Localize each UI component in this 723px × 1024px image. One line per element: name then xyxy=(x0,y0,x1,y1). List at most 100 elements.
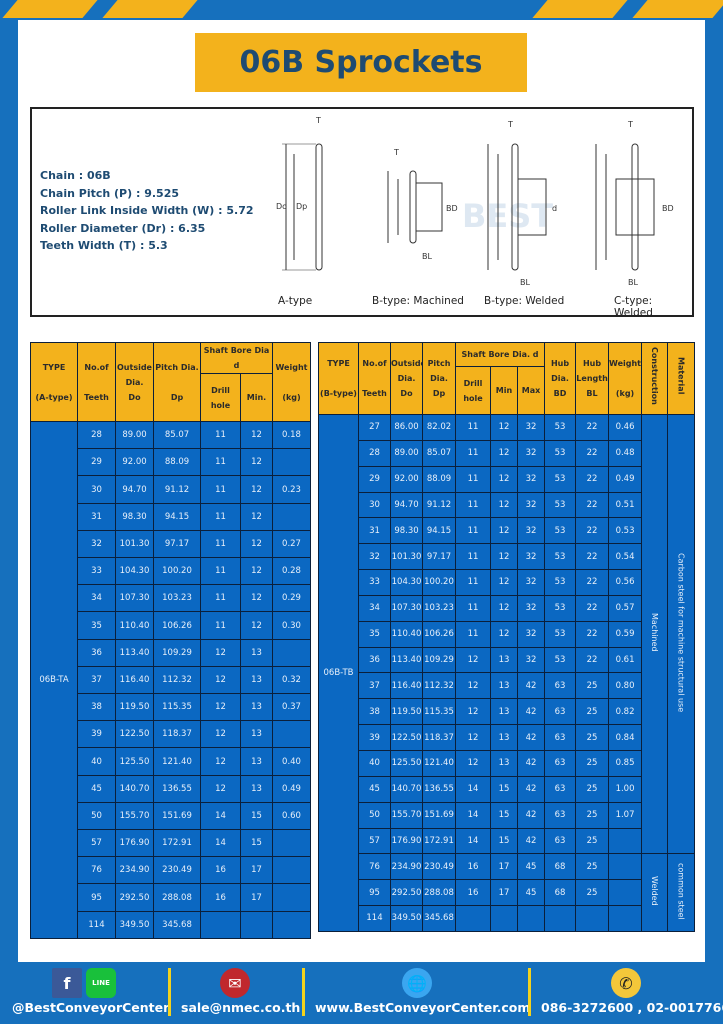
website-link[interactable]: www.BestConveyorCenter.com xyxy=(315,1000,531,1015)
cell-outside-dia: 122.50 xyxy=(115,720,154,749)
cell-outside-dia: 89.00 xyxy=(390,439,423,467)
line-icon[interactable]: LINE xyxy=(86,968,116,998)
cell-outside-dia: 140.70 xyxy=(115,774,154,803)
cell-max-bore: 42 xyxy=(516,724,546,751)
cell-min-bore: 17 xyxy=(490,879,518,907)
cell-pitch-dia: 88.09 xyxy=(422,465,456,493)
cell-min-bore: 12 xyxy=(240,420,273,450)
cell-min-bore xyxy=(490,905,518,932)
cell-drill-hole: 11 xyxy=(455,439,491,467)
spec-teeth-width: Teeth Width (T) : 5.3 xyxy=(40,239,168,252)
cell-min-bore: 15 xyxy=(240,801,273,831)
cell-outside-dia: 125.50 xyxy=(390,749,423,777)
cell-pitch-dia: 109.29 xyxy=(422,646,456,674)
cell-weight: 0.18 xyxy=(272,420,311,450)
table-row: 35 110.40 106.26 11 12 0.30 xyxy=(31,611,311,640)
cell-hub-length: 22 xyxy=(575,517,610,545)
email-link[interactable]: sale@nmec.co.th xyxy=(181,1000,301,1015)
cell-pitch-dia: 118.37 xyxy=(153,720,201,749)
cell-pitch-dia: 85.07 xyxy=(422,439,456,467)
cell-drill-hole: 11 xyxy=(455,620,491,648)
cell-outside-dia: 119.50 xyxy=(390,698,423,726)
cell-hub-length: 25 xyxy=(575,775,610,803)
cell-pitch-dia: 106.26 xyxy=(153,611,201,640)
cell-teeth: 28 xyxy=(358,439,391,467)
cell-min-bore: 12 xyxy=(240,611,273,640)
type-cell: 06B-TB xyxy=(318,414,359,932)
cell-weight: 0.23 xyxy=(272,475,311,504)
material-cell: common steel xyxy=(667,853,696,932)
cell-min-bore: 12 xyxy=(490,465,518,493)
table-row: 50 155.70 151.69 14 15 42 63 25 1.07 xyxy=(319,801,695,829)
cell-hub-length: 25 xyxy=(575,724,610,751)
table-row: 28 89.00 85.07 11 12 32 53 22 0.48 xyxy=(319,439,695,467)
cell-pitch-dia: 112.32 xyxy=(153,665,201,695)
chain-specs: Chain : 06B Chain Pitch (P) : 9.525 Roll… xyxy=(40,167,254,255)
cell-hub-length: 22 xyxy=(575,646,610,674)
phone-numbers[interactable]: 086-3272600 , 02-0017766 xyxy=(541,1000,723,1015)
cell-outside-dia: 101.30 xyxy=(115,529,154,559)
a-type-table: TYPE (A-type) No.of Teeth Outside Dia. Do Pi… xyxy=(30,342,311,939)
cell-hub-dia: 68 xyxy=(544,853,577,881)
cell-teeth: 114 xyxy=(77,910,116,939)
header-type: TYPE (B-type) xyxy=(318,342,359,415)
label-dp: Dp xyxy=(296,202,307,211)
cell-weight: 0.28 xyxy=(272,557,311,586)
cell-drill-hole: 11 xyxy=(455,594,491,622)
cell-weight xyxy=(272,856,311,885)
cell-drill-hole: 12 xyxy=(455,724,491,751)
cell-min-bore: 12 xyxy=(490,569,518,596)
social-handle[interactable]: @BestConveyorCenter xyxy=(12,1000,170,1015)
footer-divider xyxy=(302,968,305,1016)
cell-pitch-dia: 172.91 xyxy=(153,829,201,858)
label-t: T xyxy=(393,148,399,157)
cell-max-bore: 32 xyxy=(516,594,546,622)
cell-weight: 1.00 xyxy=(608,775,643,803)
cell-teeth: 29 xyxy=(77,448,116,477)
cell-drill-hole: 14 xyxy=(200,801,241,831)
cell-drill-hole: 12 xyxy=(200,774,241,803)
cell-drill-hole: 11 xyxy=(200,557,241,586)
cell-teeth: 37 xyxy=(358,672,391,700)
cell-max-bore: 32 xyxy=(516,439,546,467)
cell-outside-dia: 92.00 xyxy=(115,448,154,477)
spec-roller-diameter: Roller Diameter (Dr) : 6.35 xyxy=(40,221,206,235)
cell-outside-dia: 176.90 xyxy=(390,827,423,855)
cell-drill-hole: 12 xyxy=(455,646,491,674)
cell-min-bore: 12 xyxy=(490,439,518,467)
cell-min-bore: 12 xyxy=(240,584,273,613)
cell-teeth: 31 xyxy=(358,517,391,545)
footer-divider xyxy=(168,968,171,1016)
cell-teeth: 34 xyxy=(358,594,391,622)
cell-hub-length: 22 xyxy=(575,491,610,519)
header-shaft-bore: Shaft Bore Dia d xyxy=(200,342,273,374)
table-row: 114 349.50 345.68 xyxy=(31,910,311,939)
cell-teeth: 95 xyxy=(358,879,391,907)
cell-pitch-dia: 345.68 xyxy=(153,910,201,939)
cell-hub-length: 25 xyxy=(575,879,610,907)
cell-drill-hole: 11 xyxy=(200,420,241,450)
cell-max-bore: 32 xyxy=(516,414,546,441)
cell-min-bore: 13 xyxy=(490,724,518,751)
cell-teeth: 28 xyxy=(77,420,116,450)
table-row: 06B-TA 28 89.00 85.07 11 12 0.18 xyxy=(30,420,311,939)
cell-drill-hole: 11 xyxy=(200,611,241,640)
cell-drill-hole: 11 xyxy=(455,414,491,441)
facebook-icon[interactable]: f xyxy=(52,968,82,998)
cell-drill-hole: 14 xyxy=(455,801,491,829)
cell-weight: 0.49 xyxy=(608,465,643,493)
cell-max-bore: 32 xyxy=(516,620,546,648)
cell-weight: 0.80 xyxy=(608,672,643,700)
header-shaft-bore: Shaft Bore Dia. d xyxy=(454,342,546,367)
header-pitch-dia: Pitch Dia. Dp xyxy=(153,342,201,422)
spec-diagram-box: Chain : 06B Chain Pitch (P) : 9.525 Roll… xyxy=(30,107,694,319)
cell-teeth: 33 xyxy=(358,569,391,596)
cell-min-bore: 13 xyxy=(490,698,518,726)
cell-min-bore: 13 xyxy=(240,774,273,803)
cell-min-bore: 12 xyxy=(490,491,518,519)
cell-drill-hole: 11 xyxy=(200,475,241,504)
table-row: 95 292.50 288.08 16 17 45 68 25 xyxy=(319,879,695,907)
cell-drill-hole: 12 xyxy=(200,693,241,722)
cell-teeth: 27 xyxy=(358,414,391,441)
table-row: 30 94.70 91.12 11 12 0.23 xyxy=(31,475,311,504)
